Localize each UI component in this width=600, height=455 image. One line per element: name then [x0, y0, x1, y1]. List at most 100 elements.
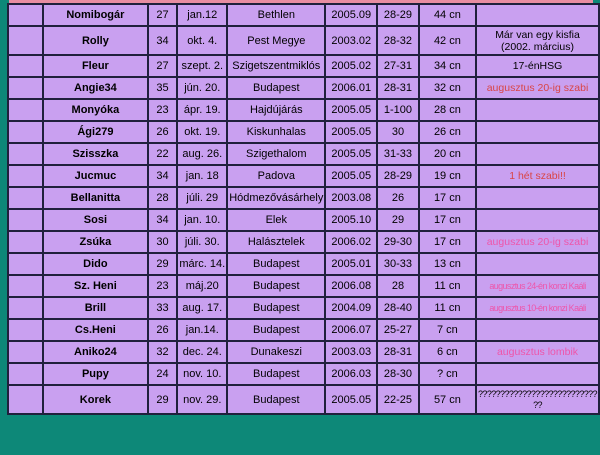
cycle-range-cell: 28-32	[376, 25, 420, 56]
date-cell: 2006.01	[324, 76, 379, 100]
note-text: augusztus lombik	[496, 346, 579, 358]
age-cell: 30	[146, 230, 179, 254]
birthday-cell: máj.20	[176, 274, 229, 298]
date-cell: 2006.03	[324, 362, 379, 386]
table-row: Bellanitta 28 júli. 29 Hódmezővásárhely …	[6, 186, 600, 210]
members-table-body: Nomibogár 27 jan.12 Bethlen 2005.09 28-2…	[6, 3, 600, 415]
length-cell: 19 cn	[417, 164, 478, 188]
length-cell: 28 cn	[417, 98, 478, 122]
member-name-cell: Korek	[42, 384, 149, 415]
city-cell: Elek	[226, 208, 327, 232]
tag-cell	[6, 186, 45, 210]
age-cell: 33	[146, 296, 179, 320]
note-text: 1 hét szabi!!	[509, 170, 566, 182]
length-cell: 17 cn	[417, 230, 478, 254]
note-text: Már van egy kisfia	[495, 28, 580, 41]
note-cell	[475, 208, 600, 232]
tag-cell	[6, 274, 45, 298]
note-cell	[475, 142, 600, 166]
city-cell: Halásztelek	[226, 230, 327, 254]
cycle-range-cell: 28-30	[376, 362, 420, 386]
length-cell: 26 cn	[417, 120, 478, 144]
length-cell: 17 cn	[417, 208, 478, 232]
tag-cell	[6, 230, 45, 254]
length-cell: 20 cn	[417, 142, 478, 166]
cycle-range-cell: 28-31	[376, 340, 420, 364]
birthday-cell: márc. 14.	[176, 252, 229, 276]
note-cell: augusztus lombik	[475, 340, 600, 364]
city-cell: Budapest	[226, 296, 327, 320]
date-cell: 2005.05	[324, 120, 379, 144]
table-row: Rolly 34 okt. 4. Pest Megye 2003.02 28-3…	[6, 25, 600, 56]
date-cell: 2003.02	[324, 25, 379, 56]
age-cell: 28	[146, 186, 179, 210]
table-row: Ági279 26 okt. 19. Kiskunhalas 2005.05 3…	[6, 120, 600, 144]
note-text: ???????????????????????????	[478, 388, 597, 399]
date-cell: 2005.10	[324, 208, 379, 232]
birthday-cell: aug. 26.	[176, 142, 229, 166]
table-row: Angie34 35 jún. 20. Budapest 2006.01 28-…	[6, 76, 600, 100]
table-row: Monyóka 23 ápr. 19. Hajdújárás 2005.05 1…	[6, 98, 600, 122]
note-cell	[475, 362, 600, 386]
member-name-cell: Brill	[42, 296, 149, 320]
age-cell: 23	[146, 274, 179, 298]
table-row: Brill 33 aug. 17. Budapest 2004.09 28-40…	[6, 296, 600, 320]
city-cell: Hajdújárás	[226, 98, 327, 122]
length-cell: ? cn	[417, 362, 478, 386]
city-cell: Szigetszentmiklós	[226, 54, 327, 78]
length-cell: 13 cn	[417, 252, 478, 276]
age-cell: 32	[146, 340, 179, 364]
length-cell: 44 cn	[417, 3, 478, 27]
table-row: Jucmuc 34 jan. 18 Padova 2005.05 28-29 1…	[6, 164, 600, 188]
note-cell	[475, 98, 600, 122]
tag-cell	[6, 25, 45, 56]
member-name-cell: Cs.Heni	[42, 318, 149, 342]
city-cell: Budapest	[226, 76, 327, 100]
cycle-range-cell: 28-31	[376, 76, 420, 100]
note-cell: Már van egy kisfia (2002. március)	[475, 25, 600, 56]
members-table: Nomibogár 27 jan.12 Bethlen 2005.09 28-2…	[6, 3, 600, 415]
cycle-range-cell: 28	[376, 274, 420, 298]
note-text-line2: (2002. március)	[501, 40, 574, 53]
table-row: Cs.Heni 26 jan.14. Budapest 2006.07 25-2…	[6, 318, 600, 342]
age-cell: 23	[146, 98, 179, 122]
member-name-cell: Rolly	[42, 25, 149, 56]
table-row: Pupy 24 nov. 10. Budapest 2006.03 28-30 …	[6, 362, 600, 386]
city-cell: Padova	[226, 164, 327, 188]
tag-cell	[6, 120, 45, 144]
city-cell: Kiskunhalas	[226, 120, 327, 144]
member-name-cell: Fleur	[42, 54, 149, 78]
table-row: Szisszka 22 aug. 26. Szigethalom 2005.05…	[6, 142, 600, 166]
age-cell: 24	[146, 362, 179, 386]
note-cell	[475, 252, 600, 276]
date-cell: 2006.07	[324, 318, 379, 342]
length-cell: 42 cn	[417, 25, 478, 56]
member-name-cell: Pupy	[42, 362, 149, 386]
age-cell: 34	[146, 208, 179, 232]
member-name-cell: Szisszka	[42, 142, 149, 166]
tag-cell	[6, 208, 45, 232]
note-cell: 17-énHSG	[475, 54, 600, 78]
note-text-line2: ??	[533, 399, 542, 410]
length-cell: 17 cn	[417, 186, 478, 210]
age-cell: 29	[146, 384, 179, 415]
birthday-cell: aug. 17.	[176, 296, 229, 320]
note-cell	[475, 120, 600, 144]
cycle-range-cell: 29-30	[376, 230, 420, 254]
member-name-cell: Sz. Heni	[42, 274, 149, 298]
date-cell: 2005.05	[324, 142, 379, 166]
date-cell: 2004.09	[324, 296, 379, 320]
note-text: 17-énHSG	[512, 60, 563, 72]
cycle-range-cell: 22-25	[376, 384, 420, 415]
member-name-cell: Sosi	[42, 208, 149, 232]
city-cell: Pest Megye	[226, 25, 327, 56]
date-cell: 2005.05	[324, 164, 379, 188]
age-cell: 35	[146, 76, 179, 100]
tag-cell	[6, 3, 45, 27]
cycle-range-cell: 28-29	[376, 3, 420, 27]
birthday-cell: dec. 24.	[176, 340, 229, 364]
city-cell: Budapest	[226, 318, 327, 342]
table-row: Zsúka 30 júli. 30. Halásztelek 2006.02 2…	[6, 230, 600, 254]
city-cell: Budapest	[226, 252, 327, 276]
